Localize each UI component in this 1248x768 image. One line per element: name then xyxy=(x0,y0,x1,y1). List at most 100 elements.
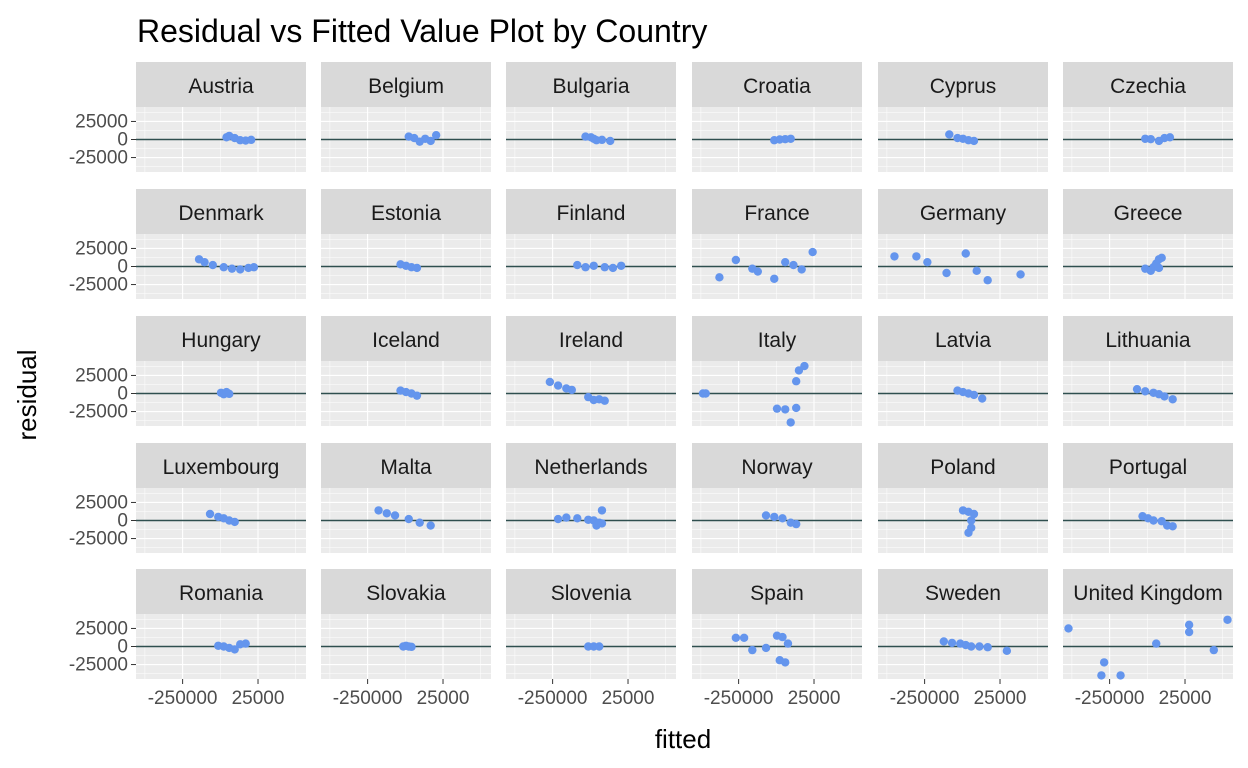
data-point xyxy=(783,639,793,648)
x-tick-label: 25000 xyxy=(974,688,1027,709)
strip-label: Denmark xyxy=(178,202,264,225)
strip-netherlands xyxy=(506,443,676,488)
x-tick-label: 25000 xyxy=(417,688,470,709)
strip-latvia xyxy=(878,316,1048,361)
x-tick-label: 25000 xyxy=(232,688,285,709)
strip-label: Sweden xyxy=(925,582,1001,605)
data-point xyxy=(390,511,400,520)
data-point xyxy=(923,257,932,267)
panel-estonia: Estonia xyxy=(321,189,491,299)
strip-greece xyxy=(1063,189,1233,234)
data-point xyxy=(778,514,787,523)
data-point xyxy=(715,273,724,282)
y-tick-label: 25000 xyxy=(75,111,128,132)
data-point xyxy=(969,136,979,146)
data-point xyxy=(791,403,801,413)
strip-label: United Kingdom xyxy=(1073,582,1222,605)
y-tick-label: -25000 xyxy=(69,655,128,676)
x-tick-label: -250000 xyxy=(1075,688,1145,709)
data-point xyxy=(967,516,976,525)
y-tick-label: -25000 xyxy=(69,529,128,550)
strip-spain xyxy=(692,569,862,614)
data-point xyxy=(235,265,245,274)
panel-spain: Spain -250000 25000 xyxy=(692,569,862,709)
y-tick-label: 25000 xyxy=(75,492,128,513)
strip-label: Spain xyxy=(750,582,804,605)
y-tick-label: 25000 xyxy=(75,238,128,259)
data-point xyxy=(1146,134,1155,144)
data-point xyxy=(545,377,555,387)
data-point xyxy=(786,418,795,427)
data-point xyxy=(1184,620,1194,630)
x-tick-label: 25000 xyxy=(788,688,841,709)
data-point xyxy=(786,134,795,143)
strip-label: France xyxy=(744,202,809,225)
data-point xyxy=(374,506,383,515)
data-point xyxy=(977,394,987,403)
y-tick-label: -25000 xyxy=(69,275,128,296)
strip-label: Slovenia xyxy=(551,582,632,605)
strip-label: Portugal xyxy=(1109,456,1187,479)
panel-germany: Germany xyxy=(878,189,1048,299)
y-tick-label: 25000 xyxy=(75,618,128,639)
data-point xyxy=(961,249,970,258)
data-point xyxy=(415,518,424,527)
data-point xyxy=(1149,516,1158,525)
panel-finland: Finland xyxy=(506,189,676,299)
data-point xyxy=(770,274,779,283)
strip-norway xyxy=(692,443,862,488)
strip-label: Hungary xyxy=(181,329,261,352)
strip-label: Italy xyxy=(758,329,797,352)
strip-hungary xyxy=(136,316,306,361)
data-point xyxy=(553,514,563,524)
strip-label: Malta xyxy=(380,456,432,479)
panel-bulgaria: Bulgaria xyxy=(506,62,676,172)
data-point xyxy=(748,645,757,655)
data-point xyxy=(246,135,256,145)
x-axis-title: fitted xyxy=(655,724,711,754)
strip-sweden xyxy=(878,569,1048,614)
strip-label: Bulgaria xyxy=(552,75,629,98)
data-point xyxy=(912,252,921,261)
y-tick-label: -25000 xyxy=(69,148,128,169)
panel-latvia: Latvia xyxy=(878,316,1048,426)
panel-lithuania: Lithuania xyxy=(1063,316,1233,426)
strip-label: Czechia xyxy=(1110,75,1186,98)
strip-malta xyxy=(321,443,491,488)
strip-finland xyxy=(506,189,676,234)
data-point xyxy=(731,255,741,265)
data-point xyxy=(208,260,217,270)
data-point xyxy=(426,521,435,530)
panel-austria: Austria 250000-25000 xyxy=(69,62,306,172)
data-point xyxy=(1209,645,1219,655)
data-point xyxy=(597,135,607,145)
panel-cyprus: Cyprus xyxy=(878,62,1048,172)
panel-portugal: Portugal xyxy=(1063,443,1233,553)
data-point xyxy=(1152,639,1161,648)
strip-poland xyxy=(878,443,1048,488)
panel-united-kingdom: United Kingdom -250000 25000 xyxy=(1063,569,1233,709)
strip-label: Lithuania xyxy=(1105,329,1191,352)
strip-label: Germany xyxy=(920,202,1007,225)
data-point xyxy=(1160,392,1169,401)
data-point xyxy=(1165,133,1175,142)
strip-luxembourg xyxy=(136,443,306,488)
data-point xyxy=(205,509,215,519)
strip-label: Romania xyxy=(179,582,263,605)
panel-luxembourg: Luxembourg 250000-25000 xyxy=(69,443,306,553)
chart-title: Residual vs Fitted Value Plot by Country xyxy=(137,13,707,49)
x-tick-label: -250000 xyxy=(148,688,218,709)
data-point xyxy=(426,136,435,146)
panel-slovakia: Slovakia -250000 25000 xyxy=(321,569,491,709)
x-tick-label: -250000 xyxy=(333,688,403,709)
data-point xyxy=(562,513,571,522)
data-point xyxy=(573,514,582,523)
strip-label: Luxembourg xyxy=(163,456,280,479)
strip-slovenia xyxy=(506,569,676,614)
panel-czechia: Czechia xyxy=(1063,62,1233,172)
data-point xyxy=(797,265,806,274)
panel-croatia: Croatia xyxy=(692,62,862,172)
strip-estonia xyxy=(321,189,491,234)
strip-label: Croatia xyxy=(743,75,811,98)
data-point xyxy=(983,276,992,285)
